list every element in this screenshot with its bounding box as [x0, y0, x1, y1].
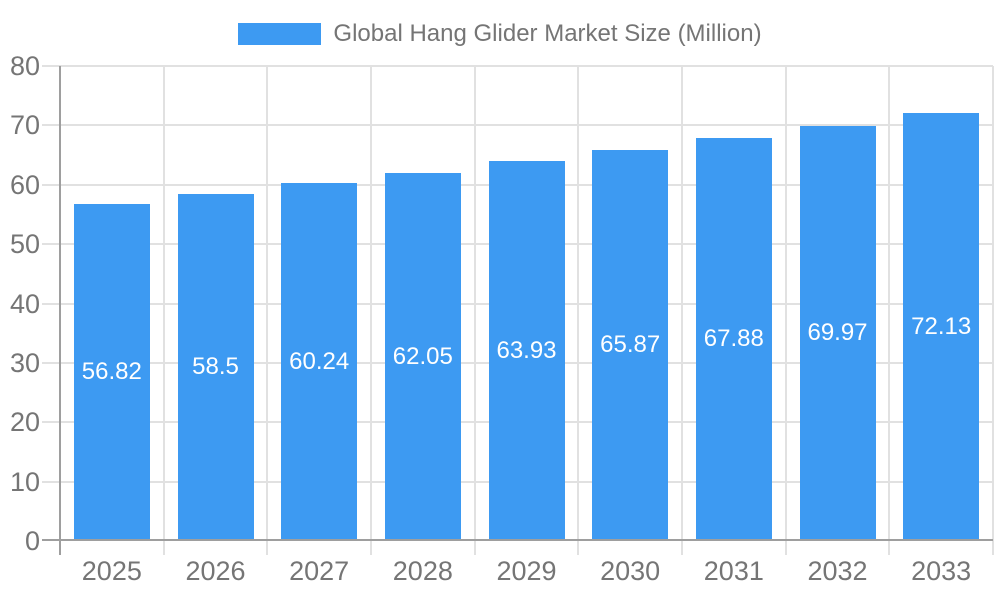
x-axis-tick-label: 2026	[185, 556, 246, 586]
bar-value-label: 69.97	[807, 319, 868, 347]
bar-value-label: 65.87	[600, 331, 661, 359]
bar[interactable]: 62.05	[384, 172, 461, 541]
y-axis-tick-label: 60	[9, 169, 40, 200]
h-gridline	[42, 65, 993, 67]
y-axis-tick-label: 80	[9, 51, 40, 81]
plot-area: 0 10 20 30 40 50 60 70 80 56.82 2025 58.5 2026 60.24 2…	[10, 51, 994, 586]
v-gridline	[681, 66, 683, 555]
bar[interactable]: 58.5	[177, 193, 254, 541]
y-axis-tick-label: 0	[24, 526, 40, 556]
bar[interactable]: 60.24	[281, 183, 358, 541]
h-gridline	[42, 124, 993, 127]
bar[interactable]: 67.88	[695, 137, 772, 541]
bar[interactable]: 63.93	[488, 161, 565, 541]
x-axis-baseline	[42, 539, 993, 541]
v-gridline	[266, 66, 269, 555]
y-axis-tick-label: 30	[9, 347, 40, 378]
bar[interactable]: 65.87	[592, 149, 669, 541]
v-gridline	[162, 66, 165, 555]
bar[interactable]: 56.82	[73, 203, 150, 541]
legend-label: Global Hang Glider Market Size (Million)	[333, 20, 762, 47]
y-axis-tick-label: 10	[9, 466, 40, 497]
y-axis-tick-label: 70	[9, 110, 40, 141]
y-axis-line	[59, 66, 61, 555]
v-gridline	[888, 66, 891, 555]
y-axis-tick-label: 50	[9, 229, 40, 260]
bar-value-label: 67.88	[703, 325, 764, 353]
y-axis-tick-label: 40	[9, 288, 40, 319]
x-axis-tick-label: 2028	[392, 556, 453, 586]
y-axis-tick-label: 20	[9, 407, 40, 438]
bar[interactable]: 72.13	[903, 112, 980, 541]
x-axis-tick-label: 2032	[807, 556, 868, 586]
bar-value-label: 72.13	[911, 312, 972, 340]
bar-value-label: 63.93	[496, 337, 557, 365]
x-axis-tick-label: 2030	[600, 556, 661, 586]
x-axis-tick-label: 2031	[703, 556, 764, 586]
legend-swatch-icon	[238, 23, 322, 45]
bar[interactable]: 69.97	[799, 125, 876, 541]
v-gridline	[370, 66, 372, 555]
x-axis-tick-label: 2033	[911, 556, 972, 586]
bar-value-label: 56.82	[81, 358, 142, 386]
v-gridline	[577, 66, 580, 555]
v-gridline	[992, 66, 994, 555]
bar-value-label: 58.5	[192, 353, 239, 381]
v-gridline	[784, 66, 787, 555]
bar-value-label: 60.24	[289, 348, 350, 376]
x-axis-tick-label: 2025	[81, 556, 142, 586]
x-axis-tick-label: 2029	[496, 556, 557, 586]
v-gridline	[473, 66, 476, 555]
x-axis-tick-label: 2027	[289, 556, 350, 586]
legend: Global Hang Glider Market Size (Million)	[0, 20, 1000, 48]
bar-value-label: 62.05	[392, 342, 453, 370]
